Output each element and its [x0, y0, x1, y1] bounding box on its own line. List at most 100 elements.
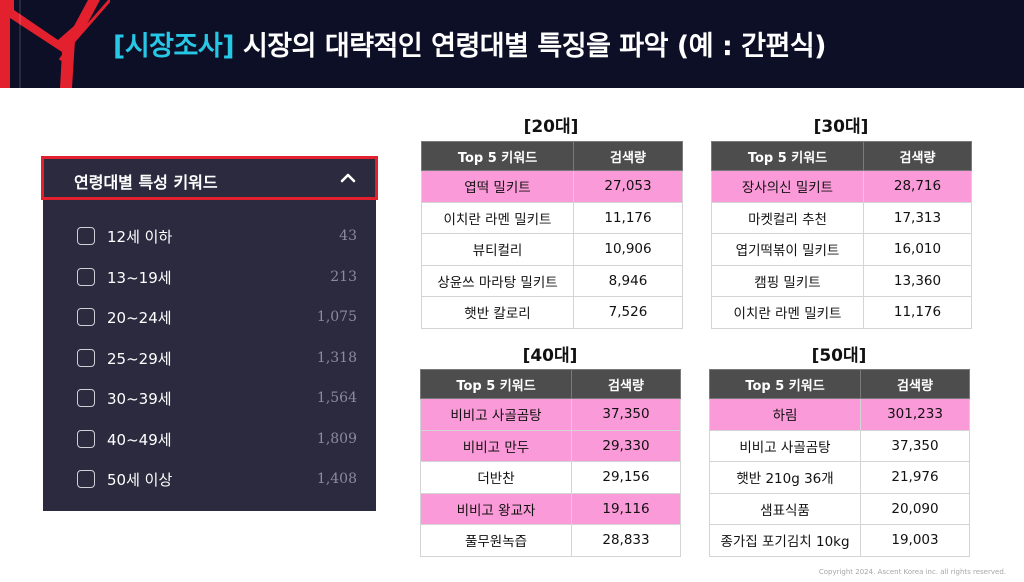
- volume-cell: 11,176: [863, 296, 972, 329]
- checkbox[interactable]: [77, 389, 95, 407]
- filter-label: 50세 이상: [107, 471, 173, 489]
- filter-count: 1,408: [316, 471, 357, 487]
- table-header-row: Top 5 키워드 검색량: [420, 369, 681, 399]
- filter-item-40-49[interactable]: 40~49세 1,809: [43, 423, 376, 464]
- volume-cell: 27,053: [573, 170, 683, 203]
- keyword-cell: 비비고 왕교자: [420, 492, 572, 525]
- checkbox[interactable]: [77, 470, 95, 488]
- volume-cell: 13,360: [863, 264, 972, 297]
- filter-item-12-under[interactable]: 12세 이하 43: [43, 220, 376, 261]
- keyword-cell: 풀무원녹즙: [420, 524, 572, 557]
- filter-count: 1,075: [316, 309, 357, 325]
- table-row: 하림 301,233: [709, 398, 970, 431]
- filter-count: 1,809: [316, 430, 357, 447]
- table-row: 뷰티컬리 10,906: [421, 233, 683, 266]
- table-row: 샘표식품 20,090: [709, 492, 970, 525]
- table-row: 햇반 210g 36개 21,976: [709, 461, 970, 494]
- table-row: 엽기떡볶이 밀키트 16,010: [711, 233, 972, 266]
- keyword-cell: 비비고 사골곰탕: [709, 429, 861, 462]
- filter-item-50-over[interactable]: 50세 이상 1,408: [43, 463, 376, 504]
- volume-cell: 301,233: [860, 398, 970, 431]
- volume-cell: 28,716: [863, 170, 972, 203]
- keyword-cell: 엽기떡볶이 밀키트: [711, 233, 864, 266]
- table-title-20s: [20대]: [523, 117, 579, 137]
- table-row: 캠핑 밀키트 13,360: [711, 264, 972, 297]
- filter-label: 12세 이하: [107, 228, 173, 246]
- table-header-row: Top 5 키워드 검색량: [711, 141, 972, 171]
- volume-cell: 37,350: [571, 398, 681, 431]
- filter-count: 1,318: [316, 349, 357, 366]
- volume-cell: 37,350: [860, 429, 970, 462]
- volume-cell: 10,906: [573, 233, 683, 266]
- table-row: 마켓컬리 추천 17,313: [711, 201, 972, 234]
- column-header-keyword: Top 5 키워드: [421, 141, 574, 171]
- keyword-cell: 이치란 라멘 밀키트: [711, 296, 864, 329]
- keyword-cell: 햇반 210g 36개: [709, 461, 861, 494]
- keyword-cell: 마켓컬리 추천: [711, 201, 864, 234]
- page-title-tag: [시장조사]: [113, 31, 235, 62]
- keyword-cell: 더반찬: [420, 461, 572, 494]
- volume-cell: 20,090: [860, 492, 970, 525]
- table-row: 풀무원녹즙 28,833: [420, 524, 681, 557]
- filter-item-20-24[interactable]: 20~24세 1,075: [43, 301, 376, 342]
- table-row: 비비고 만두 29,330: [420, 429, 681, 462]
- filter-item-13-19[interactable]: 13~19세 213: [43, 261, 376, 302]
- checkbox[interactable]: [77, 429, 95, 448]
- logo-shape-icon: [0, 0, 110, 88]
- column-header-volume: 검색량: [573, 141, 683, 171]
- column-header-keyword: Top 5 키워드: [709, 369, 861, 399]
- chevron-up-icon[interactable]: [339, 169, 357, 187]
- column-header-volume: 검색량: [860, 369, 970, 399]
- table-title-50s: [50대]: [811, 346, 867, 366]
- table-title-30s: [30대]: [813, 117, 869, 137]
- table-header-row: Top 5 키워드 검색량: [421, 141, 683, 171]
- checkbox[interactable]: [77, 267, 95, 286]
- keyword-cell: 뷰티컬리: [421, 233, 574, 266]
- table-header-row: Top 5 키워드 검색량: [709, 369, 970, 399]
- checkbox[interactable]: [77, 348, 95, 367]
- table-title-40s: [40대]: [522, 346, 578, 366]
- keyword-cell: 상윤쓰 마라탕 밀키트: [421, 264, 574, 297]
- keyword-cell: 종가집 포기김치 10kg: [709, 524, 861, 557]
- volume-cell: 21,976: [860, 461, 970, 494]
- table-row: 엽떡 밀키트 27,053: [421, 170, 683, 203]
- checkbox[interactable]: [77, 227, 95, 245]
- filter-label: 40~49세: [107, 430, 172, 449]
- volume-cell: 19,116: [571, 492, 681, 525]
- age-filter-header[interactable]: 연령대별 특성 키워드: [41, 156, 378, 200]
- keyword-cell: 햇반 칼로리: [421, 296, 574, 329]
- keyword-cell: 캠핑 밀키트: [711, 264, 864, 297]
- page-title: [시장조사] 시장의 대략적인 연령대별 특징을 파악 (예 : 간편식): [113, 24, 827, 63]
- age-filter-list: 12세 이하 43 13~19세 213 20~24세 1,075 25~29세…: [43, 220, 376, 504]
- column-header-keyword: Top 5 키워드: [420, 369, 572, 399]
- filter-item-30-39[interactable]: 30~39세 1,564: [43, 382, 376, 423]
- filter-count: 213: [330, 268, 357, 285]
- keyword-cell: 장사의신 밀키트: [711, 170, 864, 203]
- filter-count: 43: [339, 228, 357, 244]
- table-row: 이치란 라멘 밀키트 11,176: [711, 296, 972, 329]
- copyright-footer: Copyright 2024. Ascent Korea inc. all ri…: [818, 568, 1006, 576]
- column-header-keyword: Top 5 키워드: [711, 141, 864, 171]
- volume-cell: 19,003: [860, 524, 970, 557]
- filter-label: 30~39세: [107, 390, 172, 408]
- table-row: 더반찬 29,156: [420, 461, 681, 494]
- table-row: 상윤쓰 마라탕 밀키트 8,946: [421, 264, 683, 297]
- keyword-table-50s: Top 5 키워드 검색량 하림 301,233 비비고 사골곰탕 37,350 햇…: [709, 369, 970, 557]
- keyword-cell: 하림: [709, 398, 861, 431]
- volume-cell: 8,946: [573, 264, 683, 297]
- filter-item-25-29[interactable]: 25~29세 1,318: [43, 342, 376, 383]
- table-row: 장사의신 밀키트 28,716: [711, 170, 972, 203]
- checkbox[interactable]: [77, 308, 95, 326]
- keyword-table-20s: Top 5 키워드 검색량 엽떡 밀키트 27,053 이치란 라멘 밀키트 11,…: [421, 141, 683, 329]
- volume-cell: 17,313: [863, 201, 972, 234]
- column-header-volume: 검색량: [571, 369, 681, 399]
- keyword-table-30s: Top 5 키워드 검색량 장사의신 밀키트 28,716 마켓컬리 추천 17,3…: [711, 141, 972, 329]
- age-filter-title: 연령대별 특성 키워드: [74, 173, 218, 192]
- header-banner: [시장조사] 시장의 대략적인 연령대별 특징을 파악 (예 : 간편식): [0, 0, 1024, 88]
- filter-label: 20~24세: [107, 309, 172, 327]
- keyword-cell: 이치란 라멘 밀키트: [421, 201, 574, 234]
- filter-label: 13~19세: [107, 268, 172, 287]
- table-row: 비비고 사골곰탕 37,350: [420, 398, 681, 431]
- age-filter-panel: 연령대별 특성 키워드 12세 이하 43 13~19세 213 20~24세 …: [41, 156, 378, 511]
- keyword-cell: 비비고 만두: [420, 429, 572, 462]
